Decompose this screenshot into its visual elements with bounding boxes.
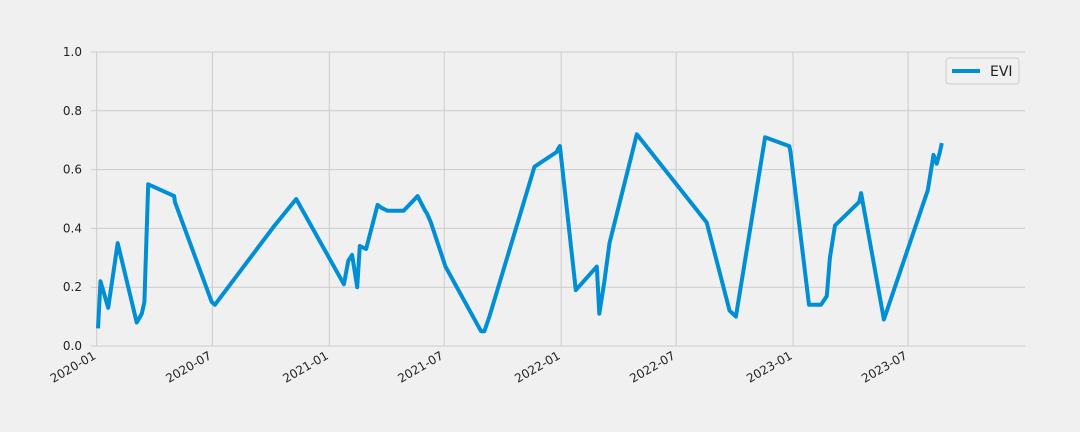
- y-tick-label: 0.2: [63, 280, 82, 294]
- series-line-evi: [96, 132, 944, 334]
- y-tick-label: 1.0: [63, 45, 82, 59]
- y-tick-label: 0.4: [63, 221, 82, 235]
- legend-frame: [945, 57, 1020, 85]
- x-grid: [96, 52, 909, 346]
- y-tick-label: 0.8: [63, 104, 82, 118]
- y-tick-label: 0.6: [63, 163, 82, 177]
- y-tick-label: 0.0: [63, 339, 82, 353]
- legend-label-evi: EVI: [990, 64, 1013, 80]
- y-axis-tick-labels: 0.0 0.2 0.4 0.6 0.8 1.0: [63, 45, 82, 353]
- legend: EVI: [945, 57, 1020, 85]
